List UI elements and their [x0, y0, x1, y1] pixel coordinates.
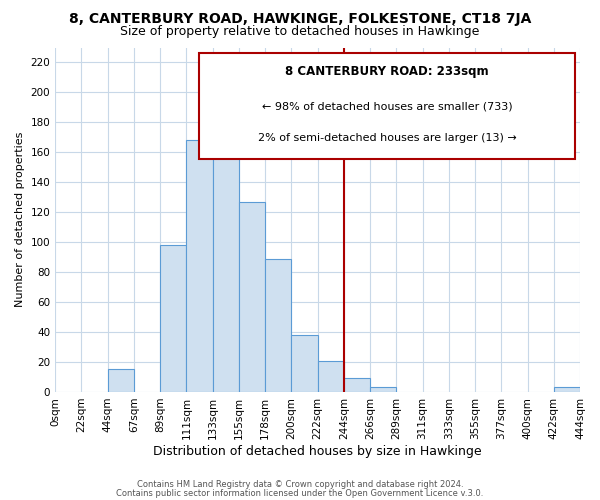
Bar	[212, 128, 239, 392]
Bar	[160, 245, 187, 392]
Text: 8 CANTERBURY ROAD: 233sqm: 8 CANTERBURY ROAD: 233sqm	[286, 66, 489, 78]
Bar	[317, 360, 344, 392]
Y-axis label: Number of detached properties: Number of detached properties	[15, 132, 25, 308]
Text: Size of property relative to detached houses in Hawkinge: Size of property relative to detached ho…	[121, 25, 479, 38]
Bar	[292, 335, 317, 392]
Text: Contains HM Land Registry data © Crown copyright and database right 2024.: Contains HM Land Registry data © Crown c…	[137, 480, 463, 489]
X-axis label: Distribution of detached houses by size in Hawkinge: Distribution of detached houses by size …	[153, 444, 482, 458]
Bar	[344, 378, 370, 392]
Text: 8, CANTERBURY ROAD, HAWKINGE, FOLKESTONE, CT18 7JA: 8, CANTERBURY ROAD, HAWKINGE, FOLKESTONE…	[69, 12, 531, 26]
Bar	[239, 202, 265, 392]
Text: ← 98% of detached houses are smaller (733): ← 98% of detached houses are smaller (73…	[262, 101, 512, 111]
Bar	[370, 388, 397, 392]
Bar	[187, 140, 212, 392]
Text: Contains public sector information licensed under the Open Government Licence v.: Contains public sector information licen…	[116, 488, 484, 498]
FancyBboxPatch shape	[199, 52, 575, 160]
Text: 2% of semi-detached houses are larger (13) →: 2% of semi-detached houses are larger (1…	[258, 133, 517, 143]
Bar	[107, 370, 134, 392]
Bar	[265, 258, 292, 392]
Bar	[554, 388, 580, 392]
